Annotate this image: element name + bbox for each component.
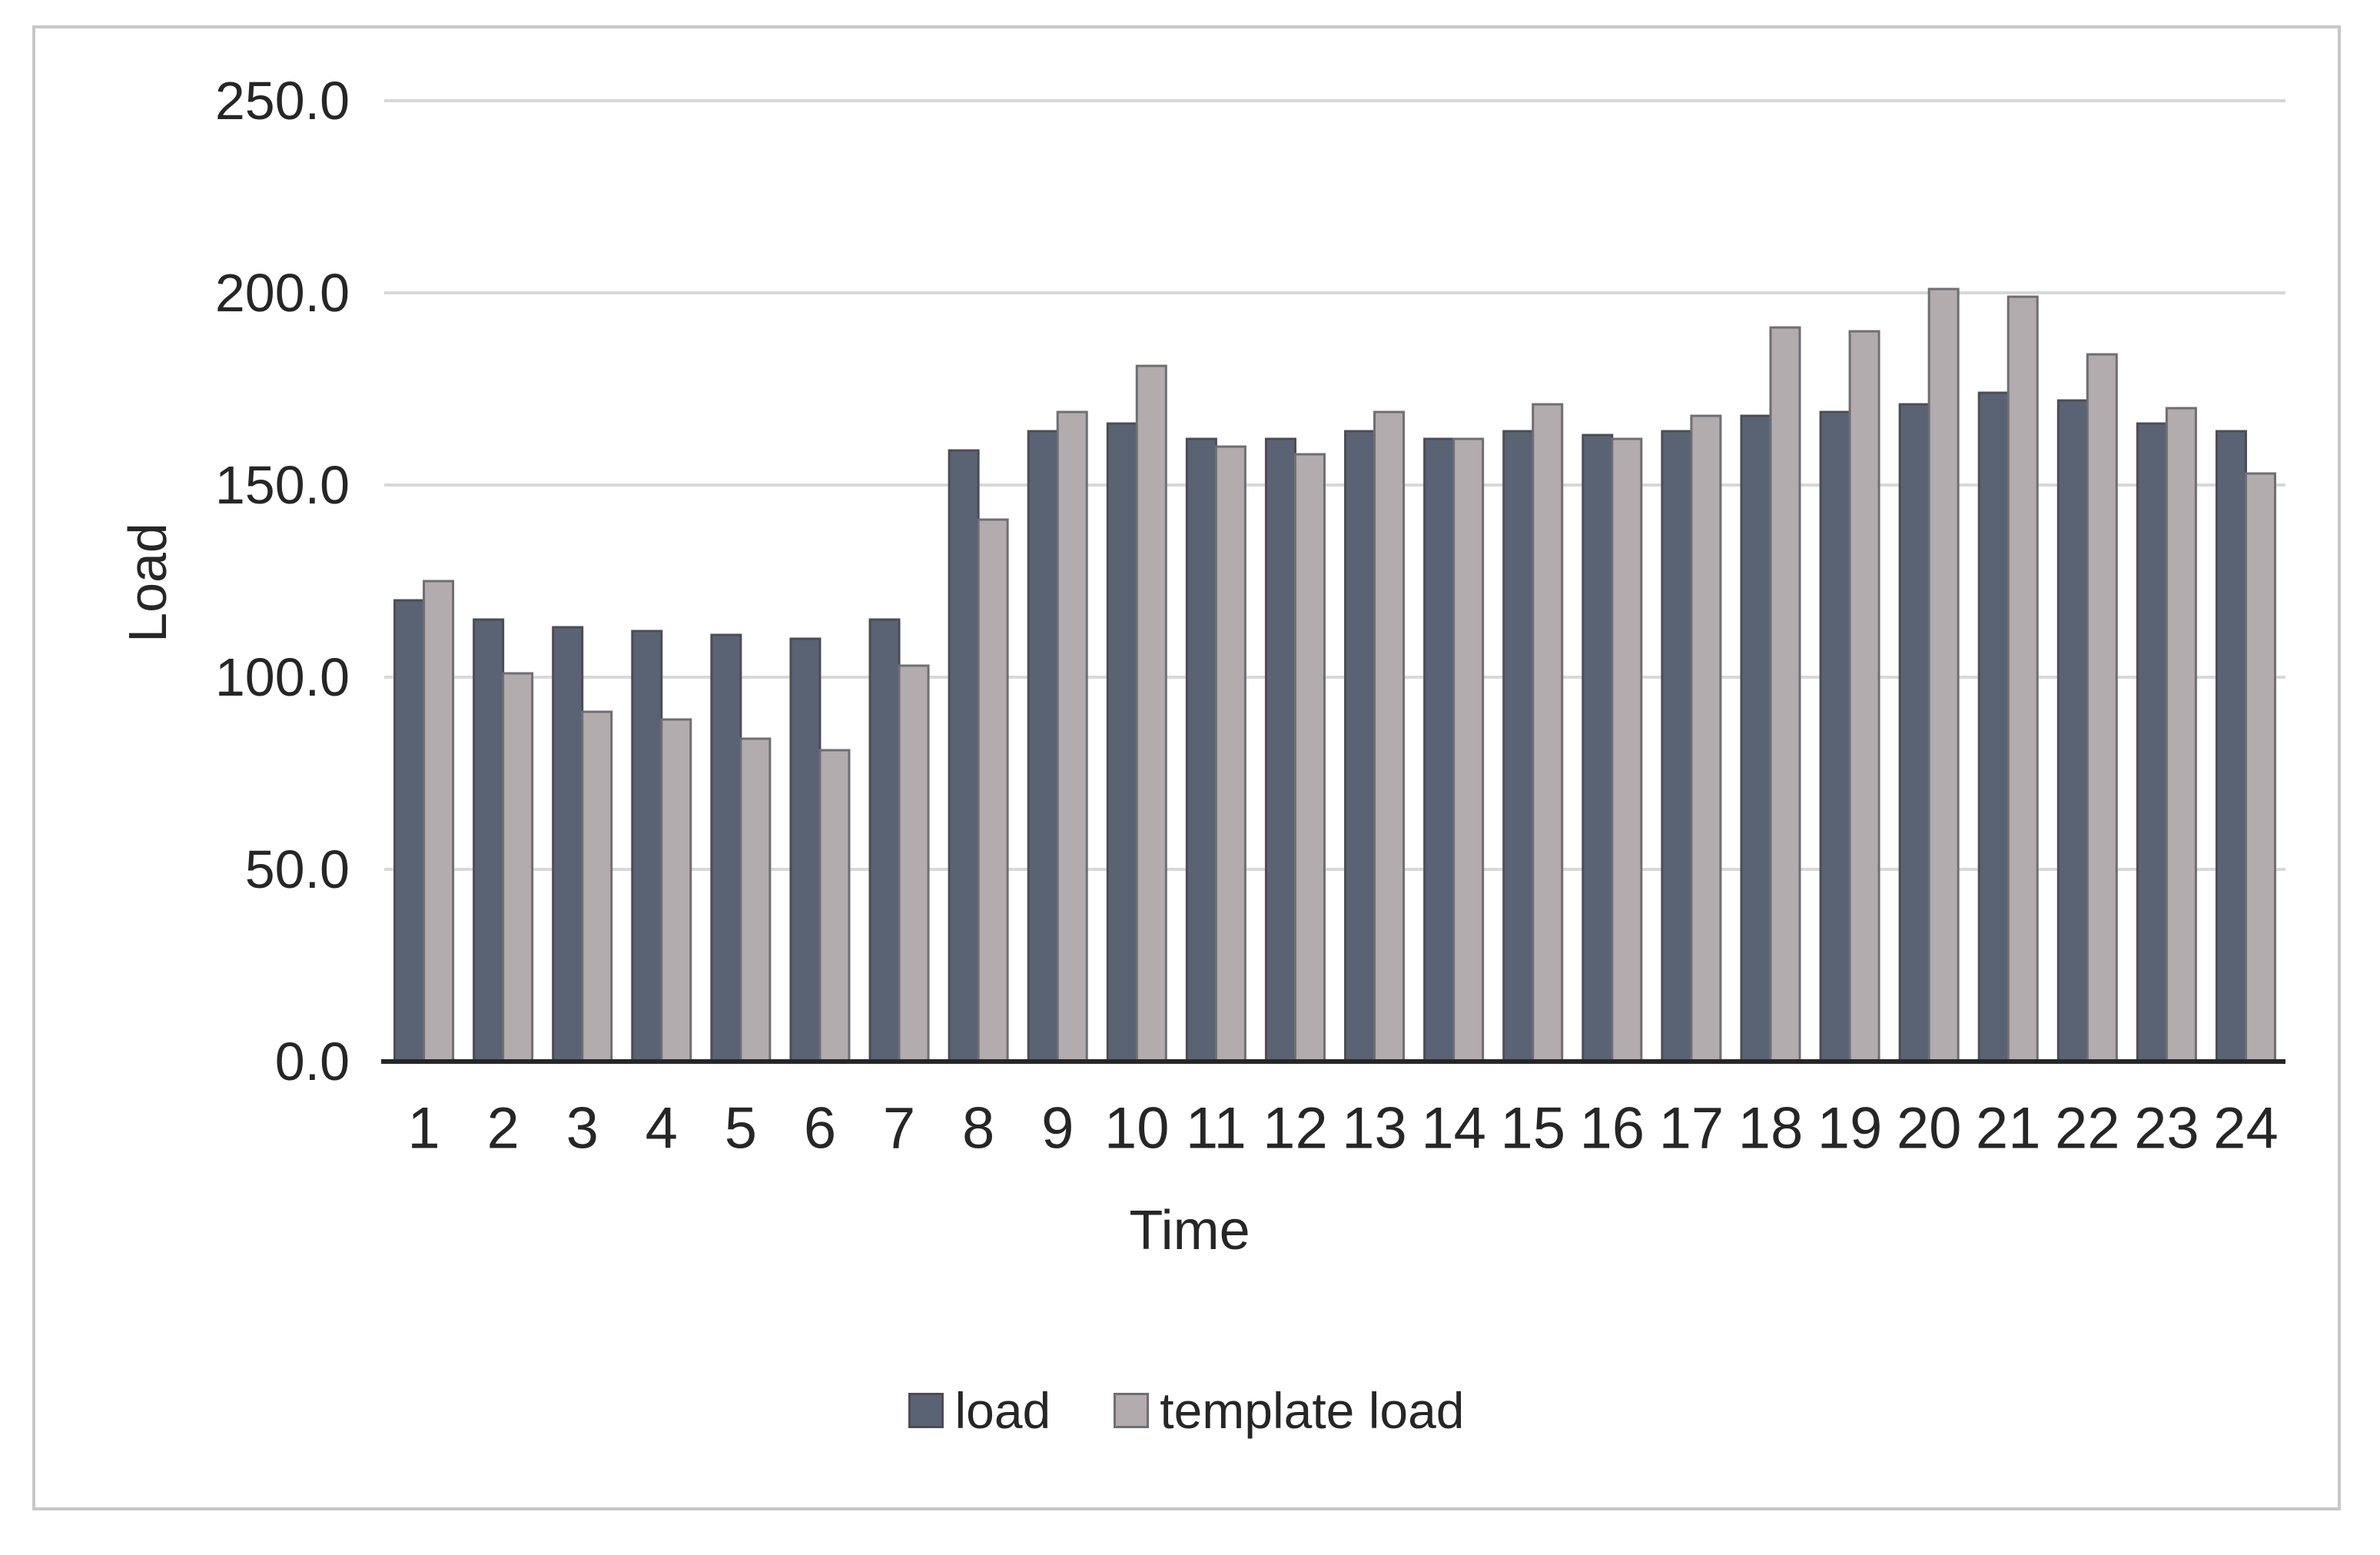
x-tick-label: 7 <box>883 1096 915 1161</box>
bar-load-10 <box>1106 422 1138 1063</box>
x-tick-label: 1 <box>407 1096 440 1161</box>
bar-load-17 <box>1661 430 1693 1063</box>
bar-template-load-4 <box>660 718 692 1063</box>
bar-template-load-14 <box>1452 437 1485 1063</box>
x-tick-label: 8 <box>962 1096 994 1161</box>
bar-template-load-13 <box>1373 410 1406 1063</box>
bar-template-load-2 <box>502 672 534 1063</box>
bar-load-19 <box>1819 410 1851 1063</box>
y-tick-label: 250.0 <box>215 71 350 131</box>
bar-template-load-5 <box>739 737 772 1063</box>
x-tick-label: 10 <box>1104 1096 1170 1161</box>
x-tick-label: 12 <box>1263 1096 1328 1161</box>
y-axis-title: Load <box>118 523 178 643</box>
legend-swatch-load <box>908 1393 944 1428</box>
bar-template-load-19 <box>1848 330 1880 1063</box>
bar-template-load-1 <box>423 580 455 1063</box>
bar-template-load-6 <box>818 749 851 1063</box>
x-tick-label: 16 <box>1580 1096 1645 1161</box>
bar-template-load-9 <box>1056 410 1088 1063</box>
bar-template-load-16 <box>1611 437 1643 1063</box>
legend: load template load <box>32 1380 2341 1441</box>
x-tick-label: 13 <box>1342 1096 1407 1161</box>
y-tick-label: 200.0 <box>215 263 350 323</box>
y-tick-label: 0.0 <box>275 1032 350 1091</box>
bar-template-load-18 <box>1769 326 1801 1063</box>
x-tick-label: 3 <box>566 1096 599 1161</box>
x-axis-title: Time <box>1129 1200 1250 1261</box>
x-tick-label: 2 <box>486 1096 519 1161</box>
bar-load-13 <box>1344 430 1376 1063</box>
x-tick-label: 5 <box>725 1096 757 1161</box>
bar-template-load-15 <box>1532 403 1564 1063</box>
bar-load-1 <box>393 599 426 1063</box>
legend-label-template-load: template load <box>1160 1382 1465 1439</box>
bar-load-14 <box>1423 437 1456 1063</box>
bar-load-9 <box>1027 430 1059 1063</box>
bar-load-18 <box>1740 414 1772 1063</box>
bar-load-11 <box>1185 437 1217 1063</box>
bar-template-load-3 <box>581 710 613 1063</box>
bar-template-load-10 <box>1135 364 1167 1063</box>
y-tick-label: 100.0 <box>215 647 350 707</box>
bar-load-8 <box>948 449 980 1063</box>
x-tick-label: 17 <box>1659 1096 1724 1161</box>
bar-load-6 <box>789 637 822 1063</box>
legend-swatch-template-load <box>1114 1393 1150 1428</box>
bar-load-5 <box>710 633 742 1063</box>
bar-load-7 <box>868 618 901 1063</box>
x-tick-label: 15 <box>1500 1096 1565 1161</box>
bar-template-load-22 <box>2086 353 2118 1063</box>
bar-template-load-11 <box>1214 445 1246 1063</box>
bar-template-load-23 <box>2165 407 2197 1063</box>
bar-load-2 <box>473 618 505 1063</box>
y-tick-label: 50.0 <box>245 839 350 899</box>
x-tick-label: 4 <box>646 1096 678 1161</box>
bar-load-3 <box>552 626 584 1063</box>
bar-template-load-21 <box>2007 295 2039 1063</box>
x-tick-label: 9 <box>1041 1096 1074 1161</box>
bar-template-load-8 <box>977 518 1009 1063</box>
y-tick-label: 150.0 <box>215 455 350 515</box>
x-tick-label: 22 <box>2055 1096 2120 1161</box>
x-tick-label: 14 <box>1421 1096 1486 1161</box>
x-tick-label: 6 <box>804 1096 836 1161</box>
legend-label-load: load <box>954 1382 1051 1439</box>
bar-load-16 <box>1582 434 1614 1063</box>
bar-load-23 <box>2136 422 2168 1063</box>
bar-load-24 <box>2215 430 2247 1063</box>
x-tick-label: 11 <box>1186 1096 1246 1161</box>
bar-load-15 <box>1502 430 1535 1063</box>
bar-template-load-17 <box>1690 414 1722 1063</box>
bar-template-load-24 <box>2244 472 2276 1063</box>
bar-template-load-7 <box>898 664 930 1063</box>
legend-item-load: load <box>908 1381 1051 1440</box>
x-tick-label: 23 <box>2134 1096 2199 1161</box>
x-tick-label: 19 <box>1817 1096 1883 1161</box>
x-tick-label: 21 <box>1976 1096 2041 1161</box>
bar-load-22 <box>2056 399 2089 1063</box>
x-tick-label: 24 <box>2213 1096 2279 1161</box>
bar-load-12 <box>1264 437 1296 1063</box>
x-tick-label: 18 <box>1738 1096 1804 1161</box>
bar-load-20 <box>1898 403 1930 1063</box>
legend-item-template-load: template load <box>1114 1381 1465 1440</box>
bar-load-21 <box>1977 391 2010 1063</box>
bar-template-load-20 <box>1927 287 1960 1063</box>
x-tick-label: 20 <box>1897 1096 1962 1161</box>
bar-load-4 <box>631 630 663 1063</box>
bar-template-load-12 <box>1293 453 1326 1063</box>
